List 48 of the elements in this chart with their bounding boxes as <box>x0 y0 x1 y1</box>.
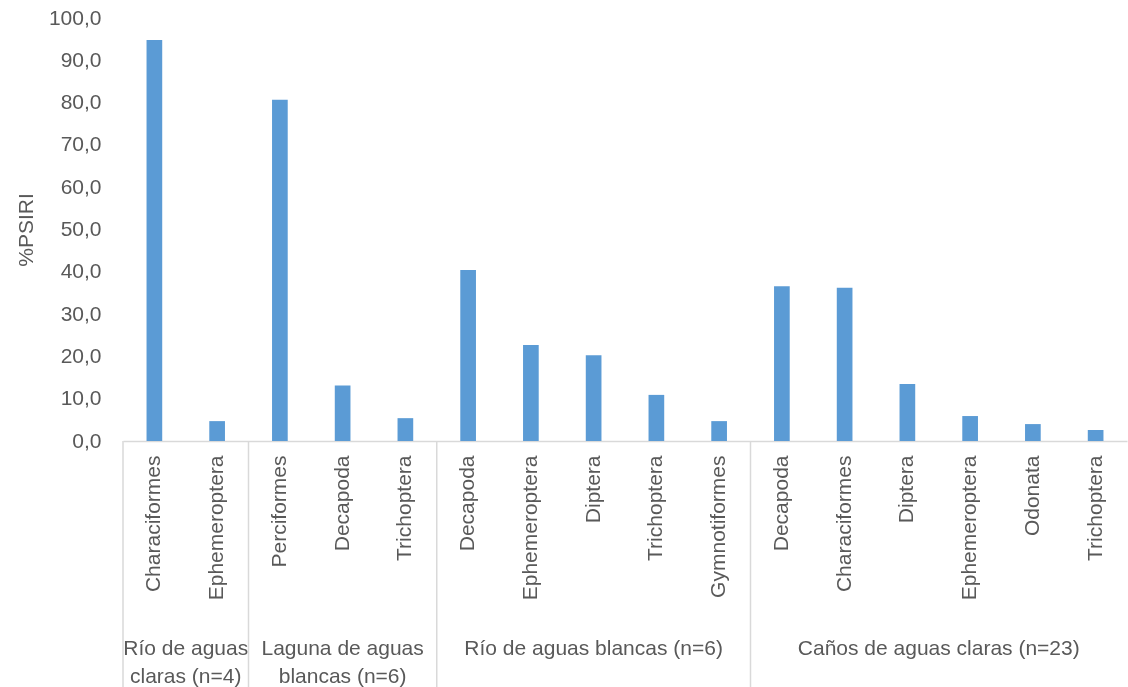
y-axis-title: %PSIRI <box>13 193 37 267</box>
x-tick-label: Decapoda <box>768 455 792 552</box>
bar <box>648 394 665 441</box>
y-tick-label: 100,0 <box>48 5 102 29</box>
x-tick-label: Ephemeroptera <box>517 455 541 601</box>
bar <box>1087 430 1104 441</box>
bar <box>962 416 978 441</box>
y-tick-label: 90,0 <box>60 47 102 71</box>
y-tick-label: 10,0 <box>60 386 102 410</box>
x-tick-label: Characiformes <box>831 455 855 593</box>
bar <box>272 99 288 441</box>
text: Laguna de aguas blancas (n=6) <box>261 636 424 687</box>
bar <box>585 355 602 441</box>
x-tick-label: Trichoptera <box>1082 455 1106 561</box>
bar <box>334 385 351 441</box>
bar <box>899 383 916 441</box>
text: Río de aguas claras (n=4) <box>123 636 249 687</box>
y-tick-label: 30,0 <box>60 301 102 325</box>
bar <box>146 40 163 441</box>
bar <box>209 421 225 441</box>
text: Río de aguas blancas (n=6) <box>464 636 723 659</box>
x-tick-label: Decapoda <box>329 455 353 552</box>
y-tick-label: 80,0 <box>60 90 102 114</box>
y-tick-label: 20,0 <box>60 343 102 367</box>
bar <box>397 418 414 441</box>
y-tick-label: 0,0 <box>72 428 102 452</box>
x-tick-label: Diptera <box>894 455 918 524</box>
bar <box>711 421 727 441</box>
bar <box>774 286 790 441</box>
y-tick-label: 50,0 <box>60 217 102 240</box>
bar <box>523 344 539 441</box>
bar <box>1025 424 1041 441</box>
x-tick-label: Characiformes <box>141 455 165 593</box>
x-tick-label: Odonata <box>1019 455 1043 537</box>
y-tick-label: 40,0 <box>60 259 102 283</box>
x-tick-label: Perciformes <box>266 455 290 568</box>
x-tick-label: Diptera <box>580 455 604 524</box>
bar <box>460 270 476 441</box>
text: Caños de aguas claras (n=23) <box>797 636 1080 659</box>
y-tick-label: 70,0 <box>60 132 102 156</box>
x-tick-label: Ephemeroptera <box>204 455 228 601</box>
x-tick-label: Trichoptera <box>643 455 667 561</box>
y-tick-label: 60,0 <box>60 174 102 198</box>
bar <box>836 287 853 441</box>
x-tick-label: Ephemeroptera <box>957 455 981 601</box>
x-tick-label: Decapoda <box>455 455 479 552</box>
x-tick-label: Gymnotiformes <box>706 455 730 598</box>
x-tick-label: Trichoptera <box>392 455 416 561</box>
